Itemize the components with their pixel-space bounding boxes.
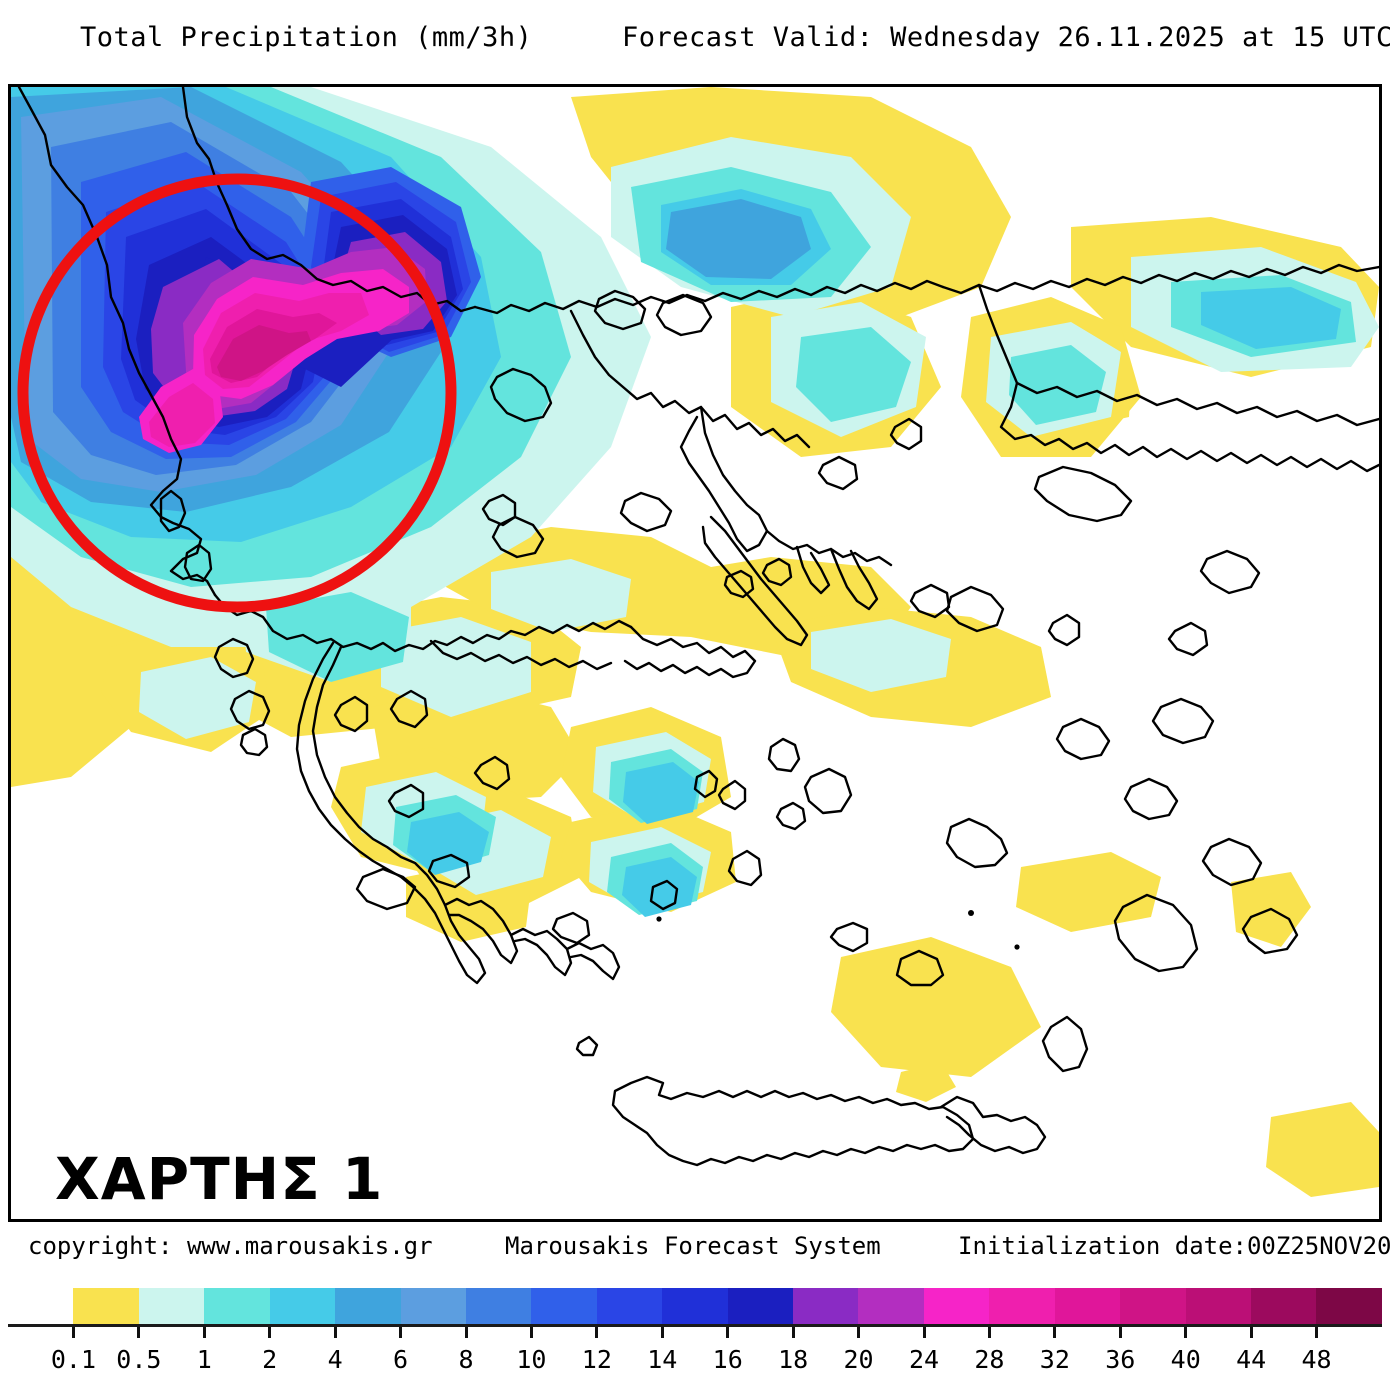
colorbar-band <box>465 1288 532 1324</box>
colorbar-tick-label: 16 <box>712 1345 743 1374</box>
colorbar-tick <box>202 1327 206 1338</box>
precip-band-0p5 <box>139 657 256 739</box>
initialization-date-text: Initialization date:00Z25NOV2025 <box>958 1232 1390 1260</box>
precip-band-2 <box>622 857 697 917</box>
colorbar-tick-label: 4 <box>327 1345 343 1374</box>
map-frame <box>8 84 1382 1222</box>
colorbar-tick <box>137 1327 141 1338</box>
precip-band-0p5 <box>381 617 531 717</box>
page-title: Total Precipitation (mm/3h) <box>80 22 533 53</box>
colorbar-band <box>1054 1288 1121 1324</box>
colorbar-tick-label: 44 <box>1236 1345 1267 1374</box>
precip-band-0p5 <box>811 619 951 692</box>
precip-band-2 <box>407 812 489 875</box>
colorbar-ticks <box>8 1327 1382 1341</box>
precip-band-0p1 <box>831 937 1041 1077</box>
colorbar-tick-label: 10 <box>516 1345 547 1374</box>
colorbar-band <box>596 1288 663 1324</box>
map-header: Total Precipitation (mm/3h) Forecast Val… <box>0 22 1390 68</box>
colorbar-tick <box>857 1327 861 1338</box>
precip-band-2 <box>1201 287 1341 349</box>
colorbar-bands <box>8 1288 1382 1327</box>
colorbar-band <box>989 1288 1055 1324</box>
precipitation-map-svg <box>11 87 1379 1197</box>
colorbar-tick <box>1118 1327 1122 1338</box>
colorbar-tick-label: 36 <box>1105 1345 1136 1374</box>
colorbar-tick-label: 18 <box>778 1345 809 1374</box>
colorbar-tick-label: 8 <box>458 1345 474 1374</box>
colorbar-band <box>858 1288 924 1324</box>
colorbar-tick-label: 48 <box>1301 1345 1332 1374</box>
precip-band-1 <box>1009 345 1106 425</box>
colorbar-tick-label: 6 <box>393 1345 409 1374</box>
precip-band-1 <box>266 592 409 682</box>
colorbar-band <box>531 1288 597 1324</box>
precip-band-36 <box>217 325 311 381</box>
colorbar-tick-label: 1 <box>196 1345 212 1374</box>
colorbar-band <box>793 1288 859 1324</box>
colorbar-band <box>1185 1288 1252 1324</box>
colorbar-tick-label: 24 <box>908 1345 940 1374</box>
colorbar-band <box>204 1288 270 1324</box>
precipitation-field <box>11 87 1379 1197</box>
colorbar-tick-label: 2 <box>262 1345 278 1374</box>
precip-band-0p1 <box>1016 852 1161 932</box>
precip-band-2 <box>623 762 699 824</box>
colorbar-band <box>1120 1288 1186 1324</box>
precip-band-1 <box>796 327 911 422</box>
map-number-label: ΧΑΡΤΗΣ 1 <box>55 1145 384 1213</box>
colorbar-tick-label: 32 <box>1039 1345 1070 1374</box>
colorbar-tick-label: 40 <box>1170 1345 1201 1374</box>
colorbar-tick <box>1315 1327 1319 1338</box>
colorbar-tick <box>399 1327 403 1338</box>
precip-band-0p5 <box>491 559 631 632</box>
coastlines <box>17 87 1379 1167</box>
colorbar-tick-label: 0.1 <box>50 1345 96 1374</box>
colorbar-tick <box>791 1327 795 1338</box>
colorbar-labels: 0.1 0.5 1 2 4 6 8 10 12 14 16 18 20 24 28 32 36 40 44 48 <box>8 1341 1382 1381</box>
colorbar-tick <box>1249 1327 1253 1338</box>
colorbar-band <box>73 1288 139 1324</box>
precip-band-32 <box>149 383 215 447</box>
map-canvas <box>11 87 1379 1219</box>
colorbar-band <box>335 1288 401 1324</box>
colorbar-band <box>138 1288 205 1324</box>
credits-bar: copyright: www.marousakis.gr Marousakis … <box>8 1228 1390 1272</box>
colorbar-tick <box>268 1327 272 1338</box>
colorbar-band <box>8 1288 74 1324</box>
annotation-circle <box>17 173 457 613</box>
colorbar-tick <box>660 1327 664 1338</box>
colorbar-band <box>269 1288 336 1324</box>
copyright-text: copyright: www.marousakis.gr <box>28 1232 433 1260</box>
precip-band-4 <box>666 199 811 279</box>
colorbar-band <box>1316 1288 1382 1324</box>
colorbar-tick-label: 12 <box>581 1345 612 1374</box>
colorbar-tick <box>333 1327 337 1338</box>
colorbar-band <box>923 1288 990 1324</box>
colorbar-tick-label: 0.5 <box>116 1345 162 1374</box>
colorbar-tick <box>71 1327 75 1338</box>
colorbar-tick <box>1053 1327 1057 1338</box>
system-name-text: Marousakis Forecast System <box>505 1232 881 1260</box>
colorbar: 0.1 0.5 1 2 4 6 8 10 12 14 16 18 20 24 28 32 36 40 44 48 <box>8 1288 1382 1381</box>
colorbar-band <box>400 1288 466 1324</box>
colorbar-tick <box>1184 1327 1188 1338</box>
forecast-valid-text: Forecast Valid: Wednesday 26.11.2025 at … <box>622 22 1390 53</box>
colorbar-tick-label: 20 <box>843 1345 874 1374</box>
colorbar-tick-label: 28 <box>974 1345 1005 1374</box>
colorbar-band <box>1251 1288 1317 1324</box>
colorbar-tick <box>987 1327 991 1338</box>
colorbar-tick <box>726 1327 730 1338</box>
colorbar-tick <box>595 1327 599 1338</box>
precip-band-0p1 <box>896 1062 956 1102</box>
colorbar-tick-label: 14 <box>647 1345 678 1374</box>
colorbar-tick <box>464 1327 468 1338</box>
colorbar-tick <box>529 1327 533 1338</box>
colorbar-band <box>662 1288 728 1324</box>
colorbar-band <box>727 1288 794 1324</box>
precip-band-0p1 <box>1266 1102 1379 1197</box>
colorbar-tick <box>922 1327 926 1338</box>
